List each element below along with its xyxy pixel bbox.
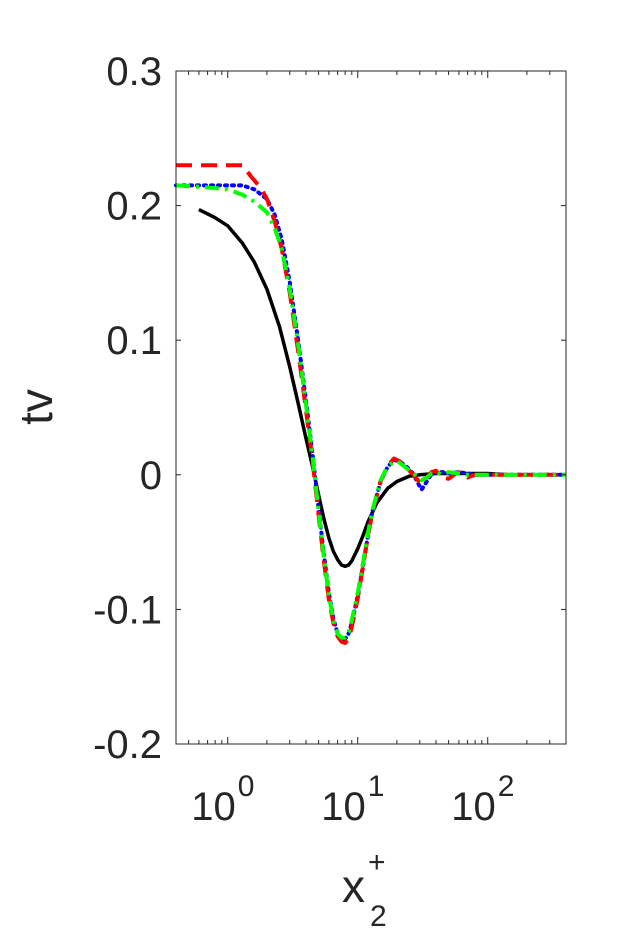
y-tick-label: 0.3: [106, 50, 162, 94]
x-axis-title: x 2 +: [342, 846, 387, 933]
x-tick-label: 10 0: [191, 770, 254, 829]
x-tick-label-base: 10: [321, 785, 366, 829]
series-layer: [174, 163, 568, 645]
x-tick-label: 10 1: [321, 770, 384, 829]
x-axis-title-subscript: 2: [370, 900, 387, 933]
y-tick-label: 0.2: [106, 185, 162, 229]
y-tick-label: 0: [140, 454, 162, 498]
tick-labels: 0.30.20.10-0.1-0.210 0 10 1 10 2: [93, 50, 514, 829]
plot-area: [176, 71, 566, 744]
x-tick-label-exponent: 1: [368, 770, 385, 803]
x-axis-title-base: x: [342, 860, 365, 912]
y-tick-label: -0.2: [93, 723, 162, 767]
y-tick-label: -0.1: [93, 588, 162, 632]
series-line-3: [176, 163, 566, 645]
plot-background: [176, 71, 566, 744]
axes-box: [175, 70, 567, 745]
x-axis-title-superscript: +: [368, 846, 386, 879]
series-line-4: [175, 183, 566, 640]
x-tick-label-exponent: 2: [498, 770, 515, 803]
y-axis-title: tv: [10, 389, 62, 425]
axes-frame: [175, 70, 567, 745]
x-tick-label-base: 10: [451, 785, 496, 829]
x-tick-label-exponent: 0: [238, 770, 255, 803]
x-tick-label: 10 2: [451, 770, 514, 829]
y-tick-label: 0.1: [106, 319, 162, 363]
x-tick-label-base: 10: [191, 785, 236, 829]
